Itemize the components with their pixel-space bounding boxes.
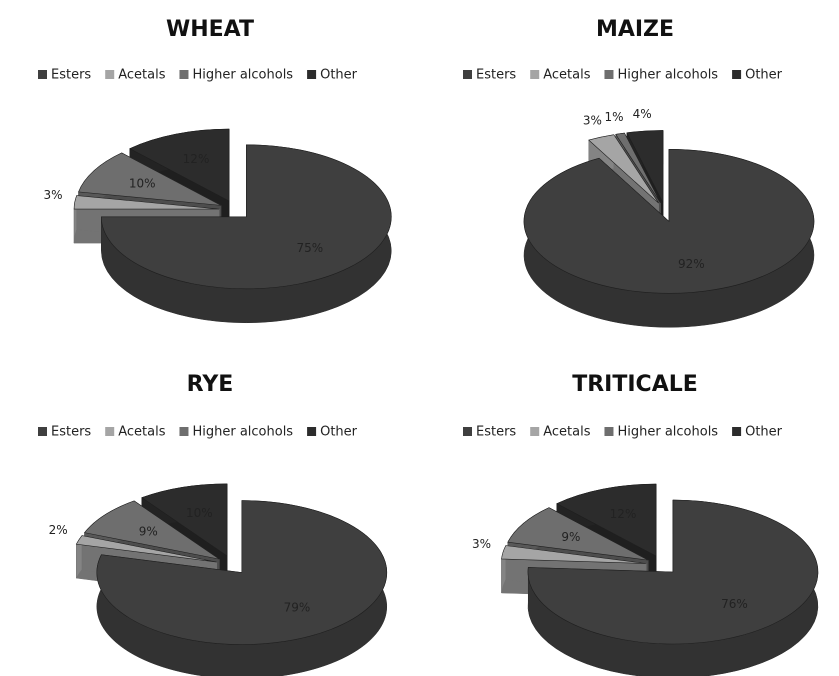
data-label: 12% xyxy=(610,507,637,521)
legend-label: Acetals xyxy=(543,425,590,440)
data-label: 10% xyxy=(129,176,156,190)
slice xyxy=(523,148,815,294)
legend-label: Other xyxy=(320,425,358,440)
legend-label: Other xyxy=(745,425,783,440)
legend-label: Esters xyxy=(476,425,516,440)
legend-marker xyxy=(105,70,115,79)
legend-marker xyxy=(307,70,317,79)
slice xyxy=(626,130,664,203)
data-label: 3% xyxy=(472,537,491,551)
data-label: 12% xyxy=(183,152,210,166)
legend-marker xyxy=(732,70,742,79)
legend-label: Higher alcohols xyxy=(192,68,293,83)
legend-label: Other xyxy=(745,68,783,83)
data-label: 79% xyxy=(284,600,311,614)
slice xyxy=(507,507,649,561)
slice xyxy=(129,128,230,202)
slice xyxy=(141,483,228,557)
legend-label: Esters xyxy=(476,68,516,83)
data-label: 9% xyxy=(139,524,158,538)
slice-tops: 79% 2% 9% 10% xyxy=(49,483,388,645)
slice xyxy=(527,499,819,645)
legend-label: Higher alcohols xyxy=(617,68,718,83)
slice xyxy=(78,152,222,206)
legend-marker xyxy=(604,427,614,436)
legend-marker xyxy=(463,70,472,79)
slice xyxy=(588,134,659,204)
data-label: 2% xyxy=(49,523,68,537)
legend-label: Higher alcohols xyxy=(617,425,718,440)
legend-marker xyxy=(179,70,189,79)
slice xyxy=(73,195,220,210)
legend-marker xyxy=(38,427,47,436)
legend-marker xyxy=(105,427,115,436)
legend-marker xyxy=(38,70,47,79)
slice xyxy=(615,132,661,203)
pie-chart: MAIZE Esters Acetals Higher alcohols Other 92… xyxy=(463,17,815,328)
legend-marker xyxy=(604,70,614,79)
data-label: 3% xyxy=(44,188,63,202)
legend-label: Acetals xyxy=(543,68,590,83)
slice-tops: 75% 3% 10% 12% xyxy=(44,128,392,290)
data-label: 3% xyxy=(583,114,602,128)
legend-marker xyxy=(463,427,472,436)
slice xyxy=(96,500,388,645)
legend-label: Esters xyxy=(51,68,91,83)
legend-marker xyxy=(179,427,189,436)
slice xyxy=(501,545,647,564)
chart-title: TRITICALE xyxy=(572,372,698,397)
legend-marker xyxy=(530,427,540,436)
slice xyxy=(101,144,392,290)
legend-label: Esters xyxy=(51,425,91,440)
data-label: 4% xyxy=(633,107,652,121)
data-label: 10% xyxy=(186,506,213,520)
data-label: 92% xyxy=(678,257,705,271)
chart-title: MAIZE xyxy=(596,17,674,42)
legend-marker xyxy=(307,427,317,436)
pie-chart: TRITICALE Esters Acetals Higher alcohols Oth… xyxy=(463,372,819,676)
legend-label: Acetals xyxy=(118,68,165,83)
legend-marker xyxy=(530,70,540,79)
chart-title: WHEAT xyxy=(166,17,254,42)
pie-chart: RYE Esters Acetals Higher alcohols Other 79% 2… xyxy=(38,372,388,676)
slice-tops: 76% 3% 9% 12% xyxy=(472,483,819,645)
legend-label: Acetals xyxy=(118,425,165,440)
pie-chart: WHEAT Esters Acetals Higher alcohols Other 75… xyxy=(38,17,392,324)
data-label: 1% xyxy=(604,110,623,124)
slice xyxy=(75,535,217,563)
legend-label: Other xyxy=(320,68,358,83)
data-label: 76% xyxy=(721,597,748,611)
slice xyxy=(556,483,657,557)
legend-marker xyxy=(732,427,742,436)
data-label: 9% xyxy=(561,530,580,544)
data-label: 75% xyxy=(297,241,324,255)
slice xyxy=(83,500,220,560)
slice-tops: 92% 3% 1% 4% xyxy=(523,107,815,294)
chart-title: RYE xyxy=(187,372,234,397)
legend-label: Higher alcohols xyxy=(192,425,293,440)
